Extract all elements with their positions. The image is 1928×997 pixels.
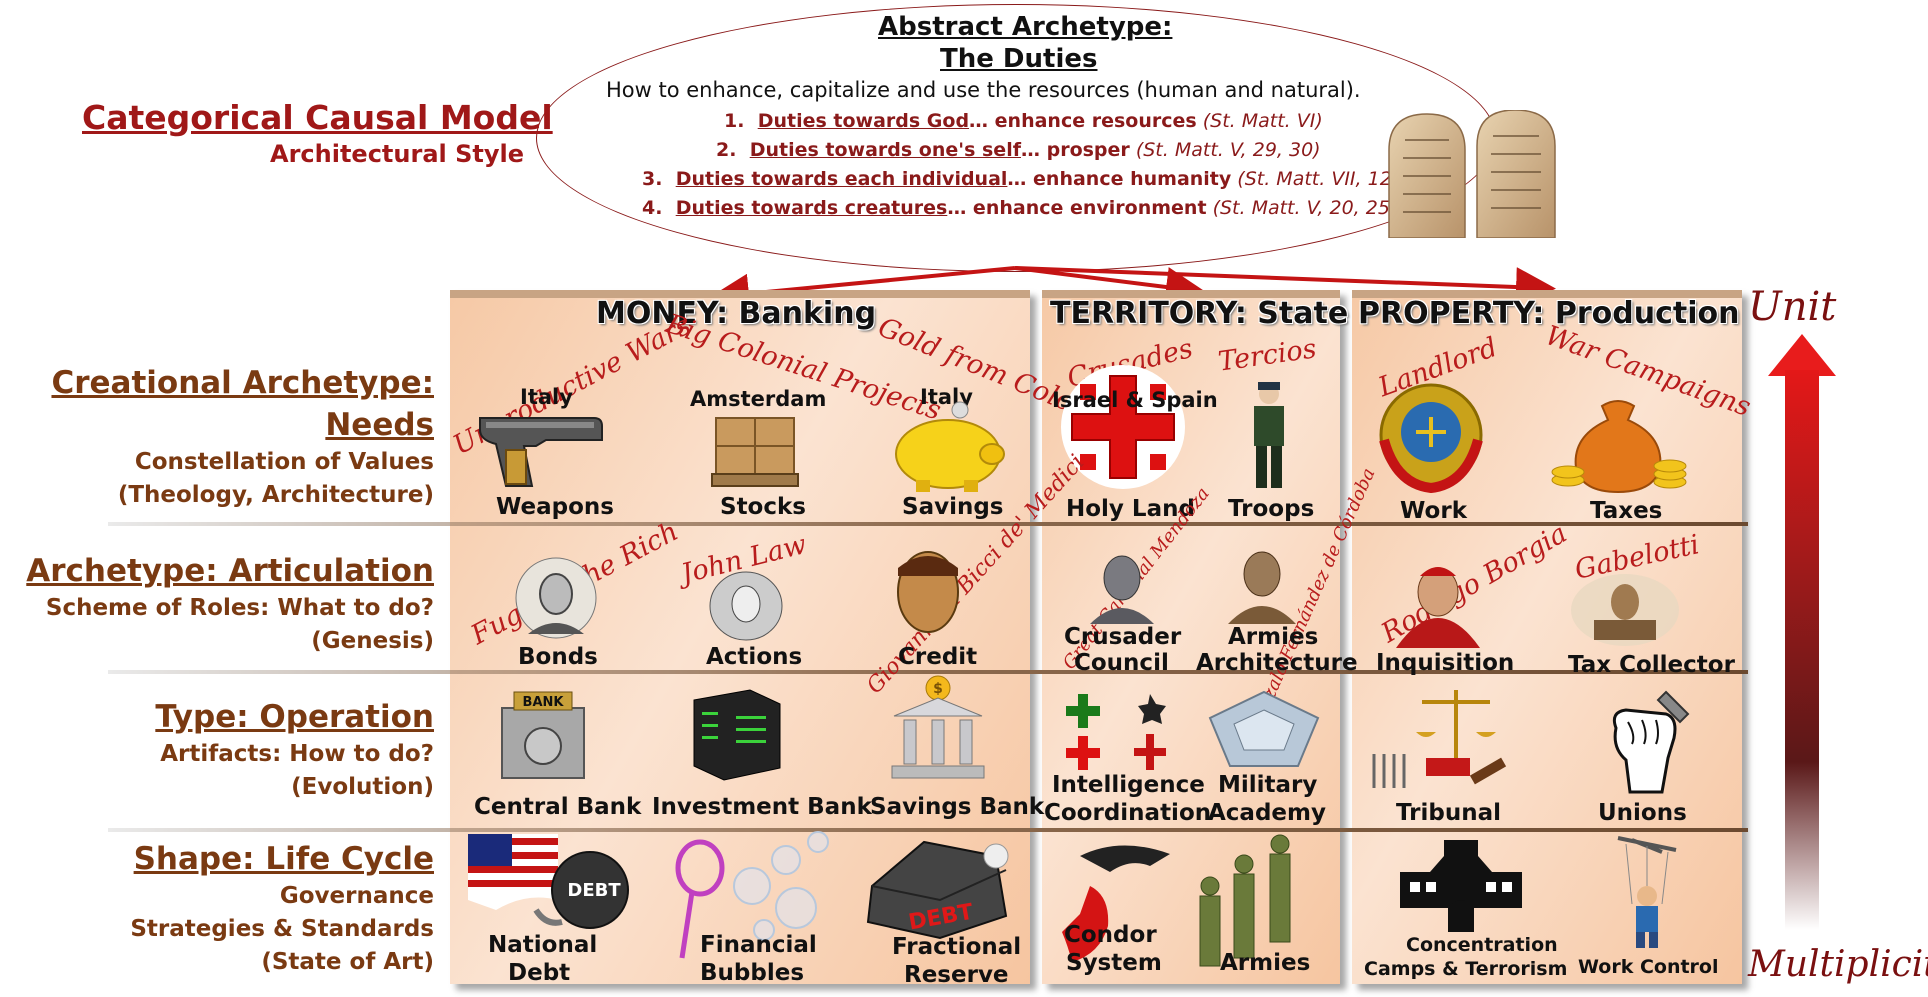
- money-bag-icon: [1551, 400, 1687, 494]
- cell-label: Work Control: [1578, 956, 1719, 978]
- coin-symbol: $: [933, 681, 943, 697]
- saluting-soldiers-icon: [1199, 834, 1291, 967]
- cell-label: National: [488, 932, 598, 958]
- cell-label: Weapons: [496, 494, 614, 520]
- crusader-cross-icon: [1061, 365, 1185, 489]
- cell-label: Tribunal: [1396, 800, 1502, 826]
- statue-cordoba-icon: [1228, 551, 1296, 624]
- bubble-wand-icon: [675, 831, 829, 959]
- cell-label: Inquisition: [1376, 650, 1515, 676]
- bank-vault-icon: BANK: [501, 691, 585, 779]
- cell-label: Fractional: [892, 934, 1022, 960]
- column-territory-title: TERRITORY: State: [1050, 296, 1349, 331]
- pentagon-icon: [1208, 690, 1320, 767]
- cell-label: Council: [1074, 650, 1169, 676]
- cell-label: Debt: [508, 960, 571, 986]
- column-money-title: MONEY: Banking: [596, 296, 877, 331]
- debt-ball-flag-icon: DEBT: [468, 834, 629, 929]
- boxes-stock-icon: [711, 417, 799, 487]
- scale-arrow-head: [1768, 334, 1836, 376]
- raised-fist-wrench-icon: [1612, 690, 1690, 794]
- portrait-borgia-icon: [1396, 567, 1480, 648]
- duties-title-line2: The Duties: [940, 44, 1098, 74]
- cell-label: Armies: [1228, 624, 1319, 650]
- cell-label: Central Bank: [474, 794, 642, 820]
- portrait-john-law-icon: [709, 571, 783, 641]
- savings-bank-icon: $: [891, 675, 985, 779]
- scale-multiplicity-label: Multiplicity: [1748, 944, 1928, 985]
- cell-label: Coordination: [1044, 800, 1212, 826]
- row-separator: [108, 670, 1748, 674]
- scale-unit-label: Unit: [1748, 284, 1837, 330]
- cell-label: Unions: [1598, 800, 1687, 826]
- duty-item: 1. Duties towards God… enhance resources…: [724, 110, 1323, 132]
- cell-label: Crusader: [1064, 624, 1182, 650]
- cell-label: Troops: [1228, 496, 1315, 522]
- row-separator: [108, 522, 1748, 526]
- cell-label: Armies: [1220, 950, 1311, 976]
- cell-label: Architecture: [1196, 650, 1358, 676]
- statue-mendoza-icon: [1090, 555, 1154, 624]
- puppet-icon: [1617, 836, 1677, 948]
- cell-label: Academy: [1208, 800, 1326, 826]
- duty-item: 2. Duties towards one's self… prosper (S…: [716, 139, 1321, 161]
- portrait-fugger-icon: [515, 557, 597, 639]
- row-label-articulation: Archetype: Articulation Scheme of Roles:…: [26, 553, 434, 654]
- server-ticker-icon: [693, 689, 781, 781]
- cell-label: Camps & Terrorism: [1364, 958, 1568, 980]
- row-label-lifecycle: Shape: Life Cycle Governance Strategies …: [130, 841, 434, 975]
- commandment-tablets-icon: [1388, 110, 1556, 238]
- cell-label: Military: [1218, 772, 1318, 798]
- row-label-creational: Creational Archetype: Needs Constellatio…: [51, 365, 434, 508]
- debt-stamp-icon: DEBT: [866, 840, 1009, 940]
- cell-label: Concentration: [1406, 934, 1558, 956]
- duty-link[interactable]: Duties towards God: [757, 110, 970, 132]
- cell-label: Condor: [1064, 922, 1157, 948]
- cell-label: Stocks: [720, 494, 806, 520]
- duty-link[interactable]: Duties towards one's self: [749, 139, 1021, 161]
- cell-label: Reserve: [904, 962, 1009, 988]
- cell-label: Bonds: [518, 644, 598, 670]
- cell-label: Intelligence: [1052, 772, 1205, 798]
- cell-label: Financial: [700, 932, 817, 958]
- duty-item: 3. Duties towards each individual… enhan…: [642, 168, 1400, 190]
- condor-map-icon: [1062, 845, 1170, 962]
- cell-label: Work: [1400, 498, 1467, 524]
- duties-title-line1: Abstract Archetype:: [878, 12, 1173, 42]
- duty-link[interactable]: Duties towards creatures: [675, 197, 948, 219]
- cell-label: Taxes: [1590, 498, 1663, 524]
- cell-label: Tax Collector: [1568, 652, 1735, 678]
- duty-link[interactable]: Duties towards each individual: [675, 168, 1008, 190]
- emblem-icon: [1379, 383, 1483, 494]
- cell-label: Bubbles: [700, 960, 805, 986]
- order-crosses-icon: [1066, 694, 1166, 770]
- cell-label: Investment Bank: [652, 794, 872, 820]
- portrait-medici-icon: [897, 551, 959, 633]
- model-subtitle: Architectural Style: [270, 140, 525, 168]
- debt-ball-text: DEBT: [567, 880, 621, 901]
- cell-label: Credit: [898, 644, 978, 670]
- column-property-title: PROPERTY: Production: [1358, 296, 1740, 331]
- place-label: Amsterdam: [690, 387, 827, 411]
- piggy-bank-icon: [895, 401, 1005, 492]
- duties-subtitle: How to enhance, capitalize and use the r…: [606, 78, 1361, 102]
- cell-label: System: [1066, 950, 1162, 976]
- row-label-operation: Type: Operation Artifacts: How to do? (E…: [155, 699, 434, 800]
- pistol-icon: [479, 417, 603, 487]
- justice-scale-icon: [1372, 690, 1507, 788]
- row-separator: [108, 828, 1748, 832]
- cell-label: Savings Bank: [870, 794, 1045, 820]
- soldier-icon: [1254, 382, 1284, 488]
- scale-arrow-bar: [1785, 370, 1819, 930]
- model-title: Categorical Causal Model: [82, 98, 553, 137]
- place-label: Israel & Spain: [1052, 388, 1218, 412]
- place-label: Italy: [520, 385, 573, 409]
- cell-label: Holy Land: [1066, 496, 1195, 522]
- cell-label: Actions: [706, 644, 803, 670]
- cell-label: Savings: [902, 494, 1004, 520]
- camp-gate-icon: [1400, 840, 1522, 932]
- tax-collector-icon: [1571, 574, 1679, 646]
- bank-sign: BANK: [523, 695, 565, 710]
- duty-item: 4. Duties towards creatures… enhance env…: [642, 197, 1398, 219]
